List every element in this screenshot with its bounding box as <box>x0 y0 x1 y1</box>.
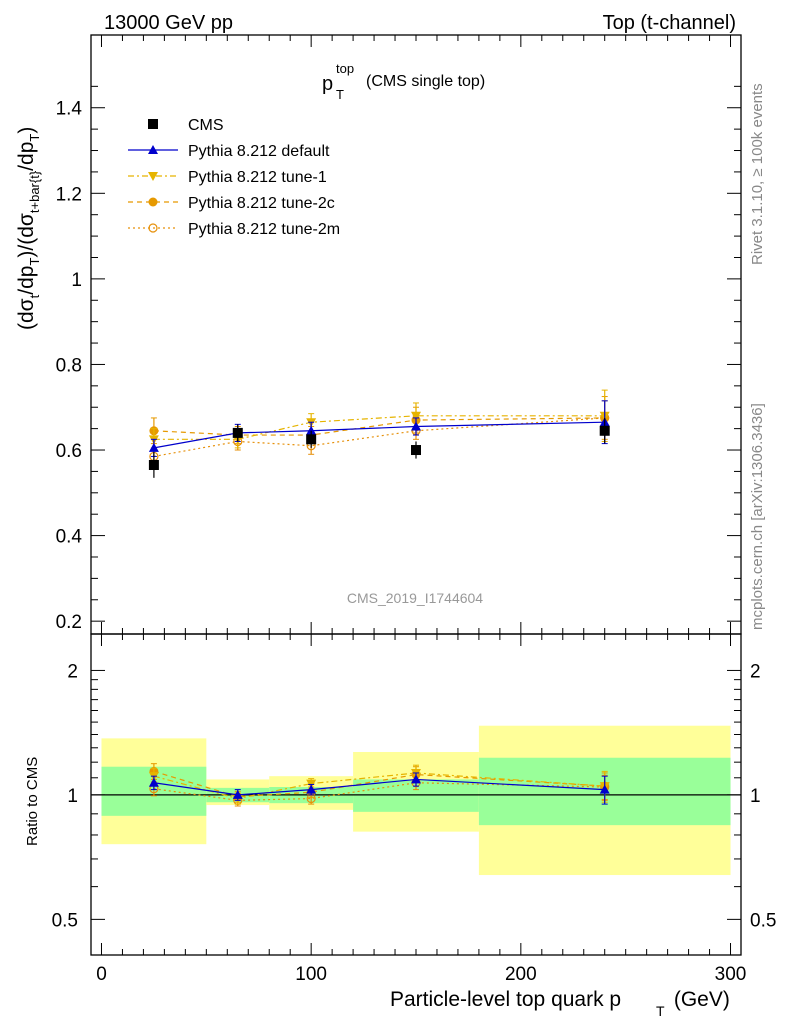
legend-label: Pythia 8.212 tune-2c <box>188 195 335 212</box>
top-series-point <box>411 411 421 421</box>
ratio-series-point <box>232 789 243 799</box>
legend-marker <box>148 223 158 233</box>
top-y-tick-label: 1.2 <box>56 184 82 205</box>
ratio-y-tick-label-right: 1 <box>750 786 761 807</box>
top-y-tick-label: 0.8 <box>56 355 82 376</box>
ratio-y-tick-label: 2 <box>67 661 78 682</box>
axes: 0 100 200 300 0.2 0.4 0.6 0.8 1 1.2 1.4 0.5 0.5 1 1 2 2 <box>52 34 776 985</box>
ratio-panel-marks <box>148 763 610 807</box>
title-main: p <box>322 73 333 95</box>
ratio-y-tick-label-right: 0.5 <box>750 910 776 931</box>
ratio-series-line-3 <box>153 782 605 801</box>
ratio-series-point <box>306 784 317 794</box>
mcplots-label: mcplots.cern.ch [arXiv:1306.3436] <box>749 403 766 630</box>
top-y-tick-label: 0.2 <box>56 612 82 633</box>
top-series-point <box>411 421 421 431</box>
top-ylabel: (dσt/dpT)/(dσt+bar{t}/dpT) <box>15 127 42 330</box>
cms-point <box>599 425 610 436</box>
x-tick-label: 0 <box>96 964 107 985</box>
top-y-tick-label: 0.6 <box>56 441 82 462</box>
title-sub: T <box>336 87 344 102</box>
ratio-series-point <box>148 777 159 787</box>
title-suffix: (CMS single top) <box>366 73 485 90</box>
ratio-bands <box>91 725 741 876</box>
legend-label: Pythia 8.212 default <box>188 143 330 160</box>
legend-marker <box>148 145 158 154</box>
ratio-y-tick-label: 1 <box>67 786 78 807</box>
title-sup: top <box>336 61 354 76</box>
cms-point <box>306 434 317 445</box>
legend-label: CMS <box>188 117 224 134</box>
top-series-line-3 <box>153 417 605 458</box>
legend: CMS Pythia 8.212 default Pythia 8.212 tune… <box>128 117 340 238</box>
watermark: CMS_2019_I1744604 <box>347 590 483 606</box>
top-y-tick-label: 0.4 <box>56 527 83 548</box>
x-tick-label: 200 <box>505 964 537 985</box>
top-series-point <box>306 425 317 435</box>
cms-point <box>411 445 421 456</box>
ratio-y-tick-label-right: 2 <box>750 661 761 682</box>
xlabel-suffix: (GeV) <box>668 988 730 1011</box>
ratio-series-point <box>599 784 610 794</box>
xlabel-sub: T <box>656 1003 665 1019</box>
plot-title: p top T (CMS single top) <box>322 61 485 102</box>
header-left: 13000 GeV pp <box>104 12 233 34</box>
x-axis-label: Particle-level top quark p T (GeV) <box>390 988 730 1019</box>
top-y-tick-label: 1 <box>71 270 82 291</box>
header-right: Top (t-channel) <box>603 12 736 34</box>
ratio-y-tick-label: 0.5 <box>52 910 78 931</box>
top-panel-marks <box>148 389 610 478</box>
x-tick-label: 300 <box>715 964 747 985</box>
top-series-line-2 <box>153 417 605 436</box>
ratio-series-line-2 <box>153 770 605 798</box>
legend-marker <box>148 119 158 129</box>
top-series-line-0 <box>153 421 605 449</box>
top-y-tick-label: 1.4 <box>56 99 83 120</box>
rivet-label: Rivet 3.1.10, ≥ 100k events <box>749 83 766 265</box>
legend-marker <box>148 172 158 181</box>
legend-label: Pythia 8.212 tune-1 <box>188 169 327 186</box>
top-ylabel-text: (dσt/dpT)/(dσt+bar{t}/dpT) <box>15 127 42 330</box>
top-series-point <box>148 442 159 452</box>
cms-point <box>148 459 159 470</box>
x-tick-label: 100 <box>295 964 327 985</box>
ratio-series-point <box>411 774 421 784</box>
cms-point <box>232 427 243 438</box>
legend-label: Pythia 8.212 tune-2m <box>188 221 340 238</box>
ratio-ylabel: Ratio to CMS <box>24 757 41 846</box>
legend-marker <box>148 197 158 207</box>
xlabel-main: Particle-level top quark p <box>390 988 621 1011</box>
